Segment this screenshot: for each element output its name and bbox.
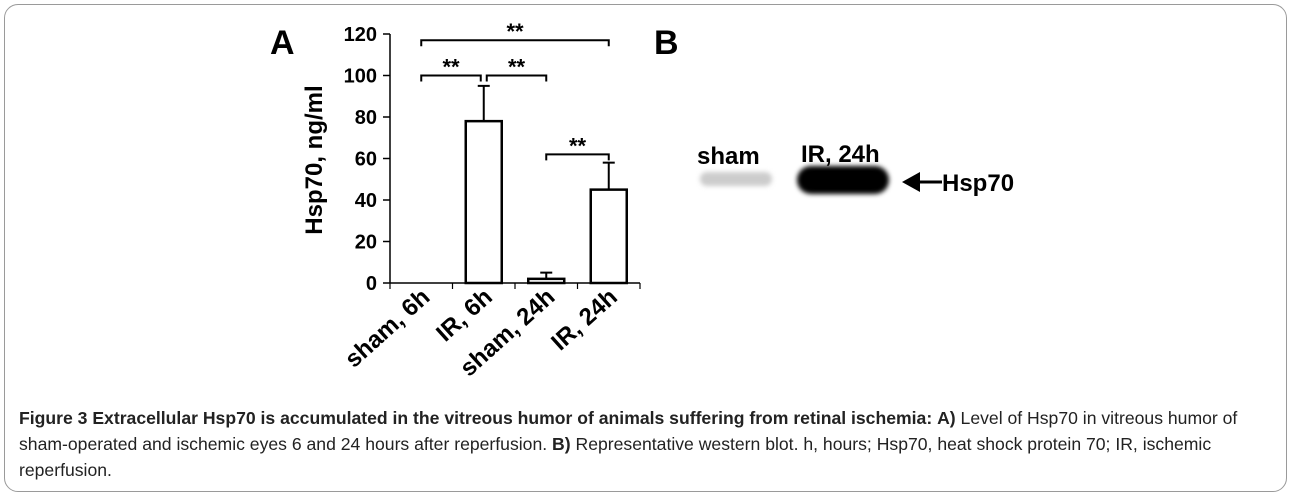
caption-b-text: Representative western blot. h, hours; H… [19, 434, 1212, 480]
figure-graphics: A Hsp70, ng/ml 0 20 40 60 80 100 120 ** ** **** … [270, 19, 1014, 382]
y-tick-label: 80 [355, 107, 377, 129]
panel-b-blot: B sham IR, 24h Hsp70 [654, 24, 1014, 197]
lane-label-sham: sham [697, 143, 760, 170]
bar-1 [464, 119, 503, 285]
significance-label: ** [442, 55, 460, 80]
significance-bracket [485, 74, 548, 82]
caption-a-label: A) [937, 408, 956, 428]
significance-label: ** [508, 55, 526, 80]
bar-2 [527, 277, 566, 285]
significance-bracket [420, 74, 482, 82]
significance-label: ** [569, 133, 587, 158]
blot-bands [700, 166, 889, 194]
y-tick-label: 0 [366, 273, 377, 295]
x-tick-label: IR, 24h [546, 283, 623, 356]
hsp70-arrow-label: Hsp70 [942, 170, 1014, 197]
y-tick-label: 100 [344, 66, 377, 88]
significance-brackets: ** ** ** ** [420, 19, 610, 161]
caption-title: Figure 3 Extracellular Hsp70 is accumula… [19, 408, 933, 428]
lane-label-ir-24h: IR, 24h [801, 141, 880, 168]
caption-b-label: B) [552, 434, 571, 454]
panel-a-chart: A Hsp70, ng/ml 0 20 40 60 80 100 120 ** ** **** … [270, 19, 641, 382]
y-tick-label: 40 [355, 190, 377, 212]
y-tick-label: 60 [355, 149, 377, 171]
caption-a-text: Level of Hsp70 in vitreous humor of sham… [19, 408, 1238, 454]
bars-group [464, 84, 628, 285]
panel-b-label: B [654, 24, 679, 62]
significance-label: ** [506, 19, 524, 44]
hsp70-arrow-head [902, 172, 920, 192]
significance-bracket [420, 39, 610, 47]
panel-a-label: A [270, 24, 295, 62]
figure-caption: Figure 3 Extracellular Hsp70 is accumula… [19, 405, 1274, 483]
bar-3 [589, 188, 628, 285]
y-axis-label: Hsp70, ng/ml [301, 85, 328, 234]
y-tick-label: 120 [344, 24, 377, 46]
x-tick-label: sham, 6h [340, 283, 435, 373]
y-axis-ticks: 0 20 40 60 80 100 120 [344, 24, 641, 295]
blot-band-0 [700, 172, 772, 186]
figure-frame [4, 4, 1287, 492]
y-tick-label: 20 [355, 232, 377, 254]
blot-band-1 [797, 166, 889, 194]
significance-bracket [545, 153, 610, 161]
